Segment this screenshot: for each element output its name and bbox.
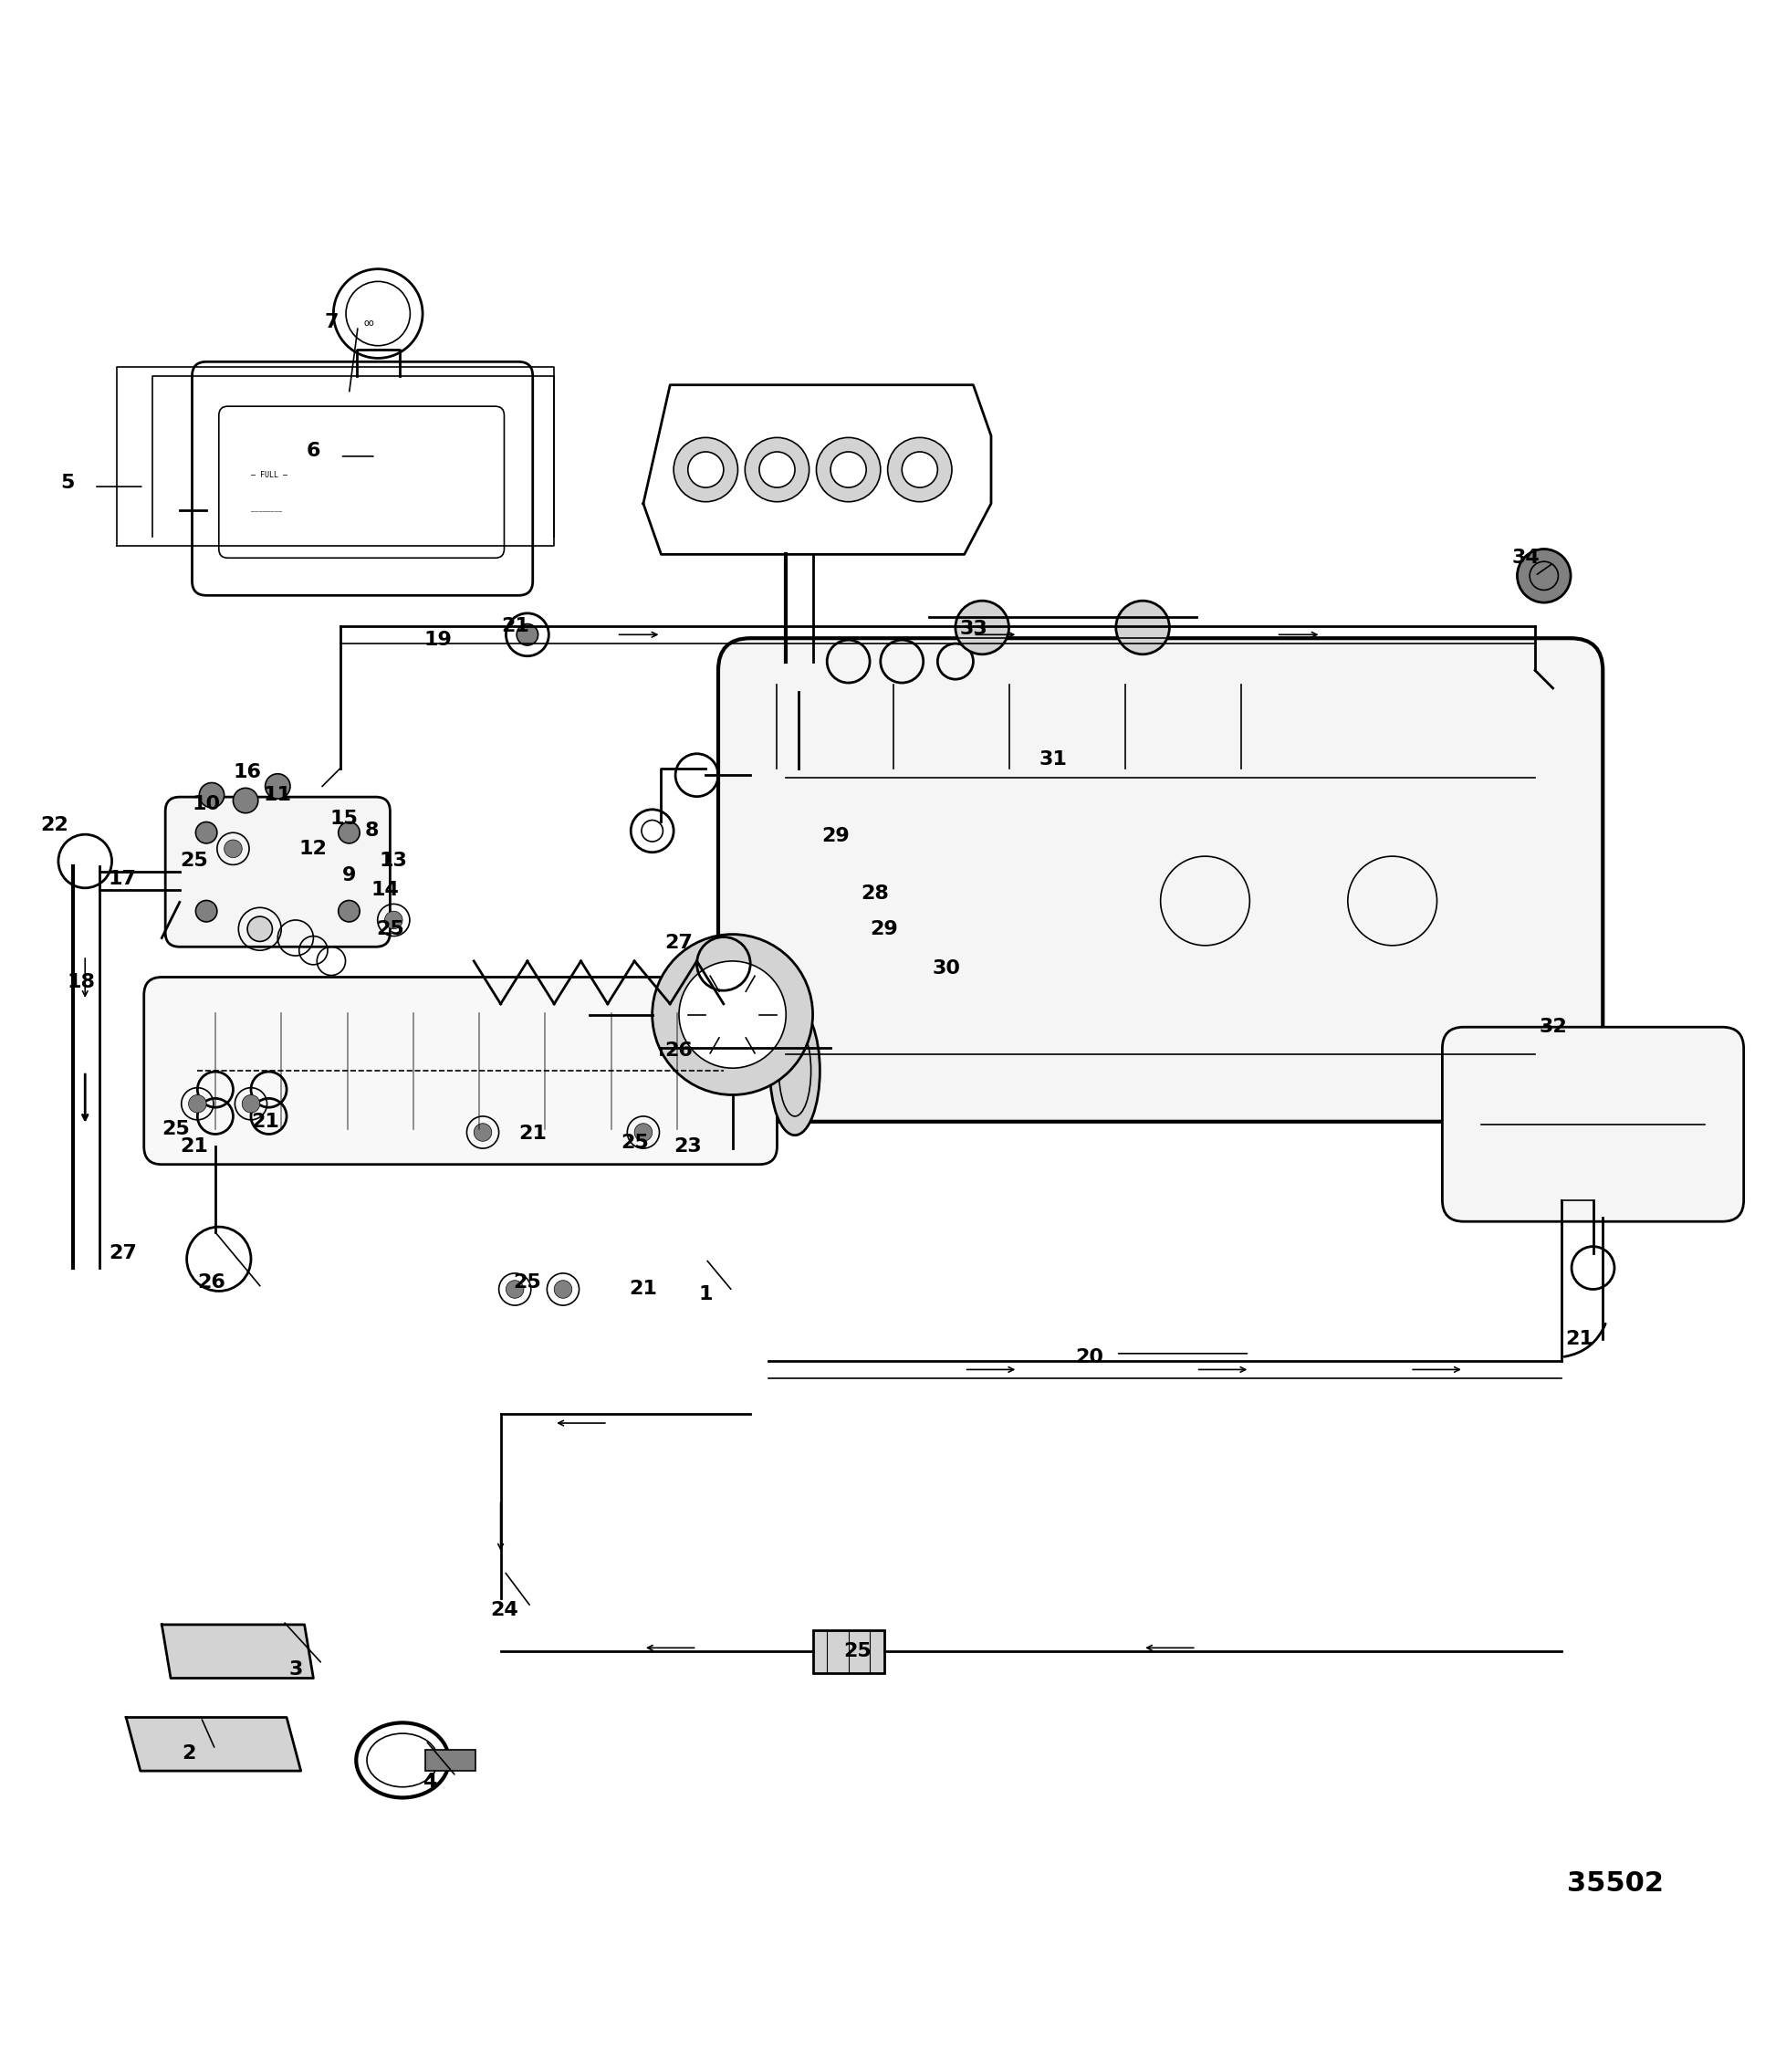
Circle shape — [745, 437, 809, 501]
Text: 25: 25 — [377, 920, 404, 939]
Text: 18: 18 — [68, 974, 96, 992]
Polygon shape — [643, 385, 991, 555]
Circle shape — [248, 916, 271, 941]
Text: 21: 21 — [180, 1138, 207, 1156]
Text: 26: 26 — [198, 1272, 225, 1291]
Bar — [425, 1749, 475, 1772]
Text: 9: 9 — [343, 866, 355, 885]
Text: 26: 26 — [664, 1040, 693, 1059]
Text: 11: 11 — [264, 785, 291, 804]
Circle shape — [189, 1094, 207, 1113]
Text: oo: oo — [364, 319, 375, 327]
Circle shape — [788, 659, 809, 682]
Circle shape — [777, 649, 820, 692]
Text: 34: 34 — [1513, 549, 1540, 568]
Text: 29: 29 — [870, 920, 898, 939]
Text: ————————: ———————— — [252, 510, 282, 514]
Text: 27: 27 — [109, 1245, 138, 1262]
Text: 8: 8 — [364, 823, 379, 839]
FancyBboxPatch shape — [718, 638, 1602, 1121]
Text: 15: 15 — [330, 810, 357, 827]
Circle shape — [956, 601, 1009, 655]
Circle shape — [196, 823, 218, 843]
Text: 21: 21 — [629, 1280, 657, 1299]
Text: 25: 25 — [620, 1133, 648, 1152]
Text: 35502: 35502 — [1566, 1871, 1665, 1896]
Polygon shape — [127, 1718, 300, 1772]
Circle shape — [243, 1094, 261, 1113]
Circle shape — [652, 934, 813, 1094]
Circle shape — [902, 452, 938, 487]
Text: 25: 25 — [843, 1643, 872, 1660]
FancyBboxPatch shape — [145, 978, 777, 1164]
Text: 22: 22 — [41, 816, 70, 835]
Bar — [813, 1631, 884, 1672]
FancyArrowPatch shape — [1565, 1324, 1606, 1357]
Text: 3: 3 — [289, 1660, 302, 1678]
Circle shape — [505, 1280, 523, 1299]
Text: 25: 25 — [180, 852, 207, 870]
Circle shape — [338, 823, 359, 843]
Text: 10: 10 — [193, 796, 220, 812]
FancyBboxPatch shape — [166, 798, 389, 947]
Text: 12: 12 — [300, 839, 327, 858]
Text: 4: 4 — [421, 1772, 436, 1790]
Text: 30: 30 — [932, 959, 961, 978]
Text: 1: 1 — [698, 1285, 713, 1303]
Circle shape — [554, 1280, 572, 1299]
Text: 2: 2 — [182, 1745, 195, 1761]
Circle shape — [673, 437, 738, 501]
Text: 6: 6 — [307, 441, 320, 460]
Text: 5: 5 — [61, 474, 75, 493]
Text: — FULL —: — FULL — — [252, 470, 288, 479]
Circle shape — [384, 912, 402, 928]
Circle shape — [234, 787, 259, 812]
Text: 21: 21 — [1566, 1330, 1593, 1349]
Circle shape — [264, 773, 289, 800]
Circle shape — [1518, 549, 1570, 603]
Circle shape — [679, 961, 786, 1067]
Text: 24: 24 — [489, 1602, 518, 1620]
Text: 21: 21 — [252, 1113, 279, 1131]
Text: 19: 19 — [423, 630, 452, 649]
Text: 29: 29 — [822, 827, 850, 845]
Text: 21: 21 — [500, 617, 529, 634]
Text: 20: 20 — [1075, 1349, 1104, 1365]
Circle shape — [830, 452, 866, 487]
Text: 25: 25 — [513, 1272, 541, 1291]
Circle shape — [505, 613, 548, 657]
Text: 28: 28 — [861, 885, 889, 903]
Text: 16: 16 — [234, 762, 261, 781]
Circle shape — [888, 437, 952, 501]
Circle shape — [1116, 601, 1170, 655]
Text: 25: 25 — [163, 1119, 189, 1138]
Circle shape — [816, 437, 880, 501]
Circle shape — [338, 901, 359, 922]
Circle shape — [759, 452, 795, 487]
Text: 27: 27 — [664, 934, 693, 953]
Circle shape — [516, 624, 538, 644]
Circle shape — [688, 452, 723, 487]
Text: 32: 32 — [1540, 1017, 1566, 1036]
Text: 13: 13 — [380, 852, 407, 870]
Circle shape — [225, 839, 243, 858]
Text: 31: 31 — [1039, 750, 1068, 769]
FancyBboxPatch shape — [1443, 1028, 1743, 1222]
Text: 7: 7 — [323, 313, 338, 332]
Polygon shape — [163, 1624, 313, 1678]
Text: 21: 21 — [518, 1125, 547, 1144]
Circle shape — [473, 1123, 491, 1142]
Text: 23: 23 — [673, 1138, 702, 1156]
Circle shape — [634, 1123, 652, 1142]
Text: 33: 33 — [959, 620, 988, 638]
Text: 17: 17 — [109, 870, 138, 889]
Circle shape — [200, 783, 225, 808]
Circle shape — [196, 901, 218, 922]
Text: 14: 14 — [371, 881, 398, 899]
Ellipse shape — [770, 1007, 820, 1135]
